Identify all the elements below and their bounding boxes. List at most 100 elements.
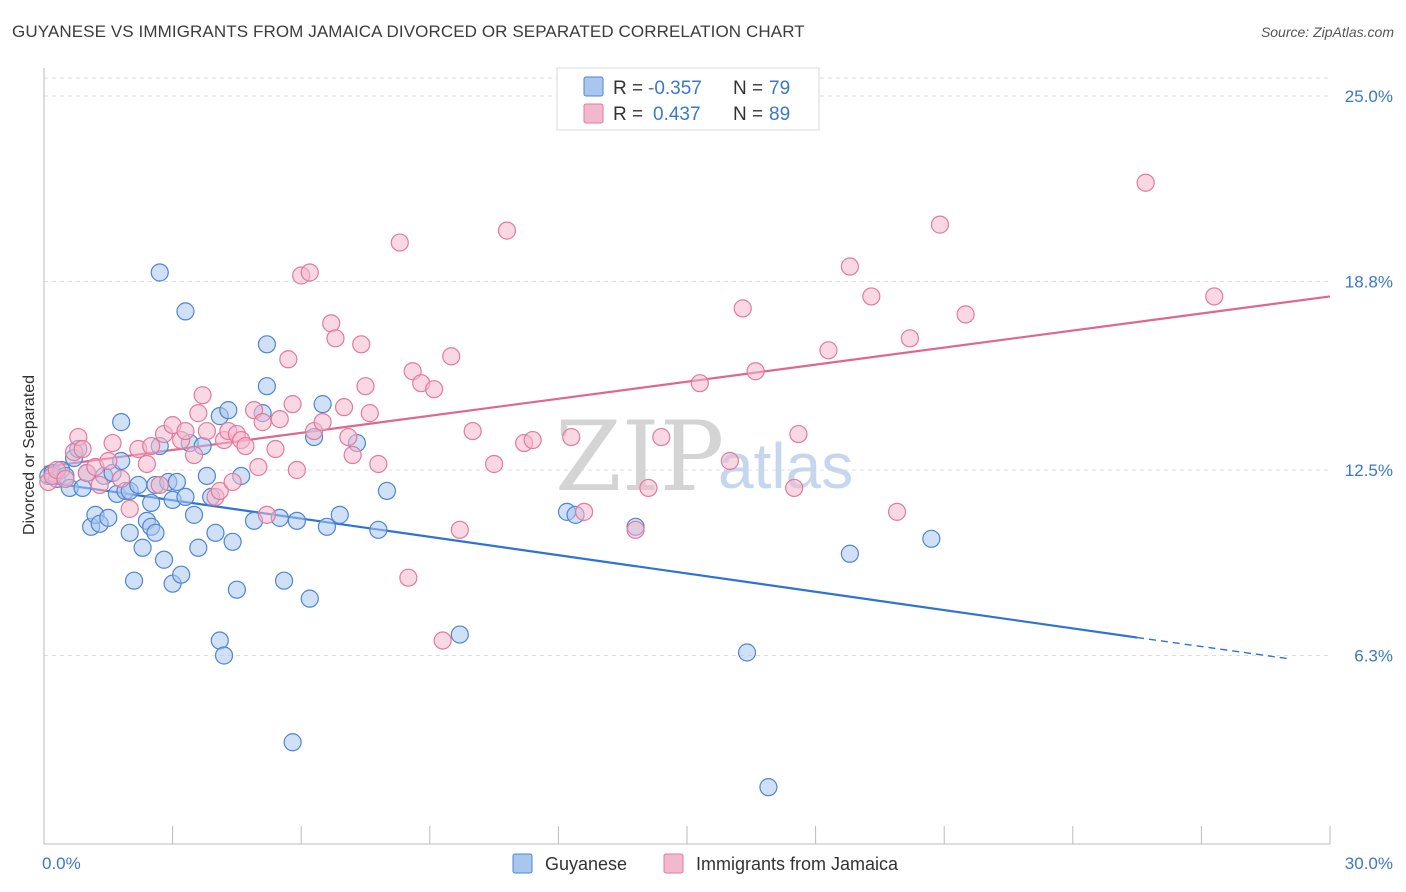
guyanese-point	[189, 538, 208, 557]
guyanese-point	[184, 505, 204, 524]
jamaica-point	[746, 362, 765, 381]
jamaica-point	[210, 481, 229, 501]
jamaica-point	[485, 454, 504, 474]
y-axis-label: Divorced or Separated	[21, 375, 38, 535]
guyanese-point	[330, 505, 349, 524]
guyanese-point	[214, 646, 234, 665]
jamaica-point	[287, 460, 307, 480]
jamaica-point	[399, 568, 418, 587]
guyanese-point	[99, 508, 118, 527]
jamaica-point	[369, 454, 388, 474]
guyanese-point	[759, 778, 778, 797]
jamaica-point	[236, 436, 255, 456]
jamaica-point	[720, 451, 739, 471]
jamaica-point	[279, 350, 298, 369]
guyanese-trend-extension	[1137, 636, 1288, 660]
jamaica-point	[266, 439, 285, 459]
guyanese-point	[922, 529, 941, 548]
jamaica-point	[253, 413, 272, 432]
guyanese-point	[257, 335, 277, 354]
guyanese-point	[206, 523, 225, 542]
jamaica-point	[120, 499, 139, 518]
legend-n-value-2: 89	[769, 104, 790, 125]
series-legend: Guyanese Immigrants from Jamaica	[512, 853, 899, 874]
jamaica-point	[789, 424, 808, 444]
guyanese-point	[120, 523, 139, 542]
jamaica-point	[90, 475, 109, 495]
guyanese-points	[39, 263, 941, 797]
jamaica-point	[840, 257, 859, 276]
jamaica-point	[1205, 287, 1224, 306]
jamaica-point	[1136, 173, 1155, 192]
jamaica-point	[497, 221, 517, 240]
jamaica-point	[819, 341, 838, 360]
jamaica-point	[99, 451, 118, 471]
jamaica-point	[142, 436, 161, 456]
guyanese-point	[300, 589, 319, 608]
legend-n-value-1: 79	[769, 78, 790, 99]
jamaica-point	[352, 335, 371, 354]
jamaica-point	[956, 305, 975, 324]
stats-legend: R = -0.357 N = 79 R = 0.437 N = 89	[556, 67, 820, 131]
trend-lines	[43, 295, 1331, 660]
jamaica-point	[930, 215, 950, 234]
guyanese-trend-line	[43, 480, 1138, 639]
series-legend-swatch-jamaica	[663, 853, 684, 874]
jamaica-point	[862, 287, 881, 306]
guyanese-point	[133, 538, 152, 557]
series-legend-swatch-guyanese	[512, 853, 533, 874]
legend-r-value-2: 0.437	[653, 104, 701, 125]
guyanese-point	[369, 520, 388, 539]
guyanese-point	[172, 565, 191, 584]
jamaica-point	[733, 299, 752, 318]
jamaica-point	[450, 520, 469, 539]
guyanese-point	[210, 631, 229, 650]
jamaica-point	[575, 502, 594, 521]
series-legend-label-guyanese: Guyanese	[545, 854, 627, 874]
jamaica-point	[390, 233, 409, 252]
jamaica-point	[356, 377, 375, 396]
jamaica-point	[56, 469, 75, 489]
legend-r-label-1: R =	[613, 78, 643, 99]
jamaica-point	[313, 413, 332, 432]
guyanese-point	[313, 395, 332, 414]
guyanese-point	[124, 571, 144, 590]
guyanese-point	[142, 493, 161, 512]
jamaica-point	[652, 427, 671, 447]
guyanese-point	[274, 571, 294, 590]
guyanese-point	[73, 478, 92, 498]
jamaica-point	[343, 445, 362, 465]
y-tick-labels: 6.3% 12.5% 18.8% 25.0%	[1345, 87, 1393, 666]
guyanese-point	[450, 625, 469, 644]
legend-r-value-1: -0.357	[648, 78, 702, 99]
x-tick-label-max: 30.0%	[1345, 854, 1393, 873]
jamaica-points	[39, 173, 1224, 650]
legend-swatch-pink	[583, 103, 604, 124]
guyanese-point	[176, 302, 195, 321]
jamaica-point	[463, 421, 482, 441]
watermark-zip: ZIP	[555, 401, 724, 513]
jamaica-point	[900, 329, 920, 348]
jamaica-point	[184, 445, 204, 465]
jamaica-point	[785, 478, 804, 498]
jamaica-point	[523, 430, 542, 450]
jamaica-point	[223, 472, 242, 492]
source-label: Source: ZipAtlas.com	[1260, 24, 1394, 40]
guyanese-point	[176, 487, 195, 507]
legend-r-label-2: R =	[613, 104, 643, 125]
chart-title: GUYANESE VS IMMIGRANTS FROM JAMAICA DIVO…	[12, 22, 805, 41]
jamaica-point	[442, 347, 461, 366]
guyanese-point	[197, 466, 216, 486]
jamaica-point	[300, 263, 319, 282]
axes	[43, 68, 1331, 845]
jamaica-point	[360, 404, 379, 423]
y-tick-label: 12.5%	[1345, 461, 1393, 480]
jamaica-point	[433, 631, 452, 650]
guyanese-point	[283, 733, 302, 752]
legend-n-label-2: N =	[733, 104, 763, 125]
jamaica-point	[339, 427, 358, 447]
guyanese-point	[377, 481, 397, 501]
jamaica-trend-line	[43, 295, 1331, 469]
guyanese-point	[154, 550, 174, 569]
